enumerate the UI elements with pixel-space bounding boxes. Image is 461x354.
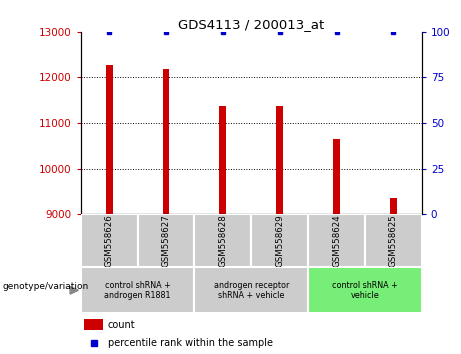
Bar (84, 319, 103, 330)
Text: GSM558624: GSM558624 (332, 214, 341, 267)
Bar (106, 65, 112, 214)
Bar (81, 267, 195, 313)
Text: percentile rank within the sample: percentile rank within the sample (108, 338, 273, 348)
Title: GDS4113 / 200013_at: GDS4113 / 200013_at (178, 18, 325, 31)
Text: GSM558629: GSM558629 (275, 215, 284, 267)
Bar (163, 69, 169, 214)
Bar (81, 214, 137, 267)
Text: control shRNA +
vehicle: control shRNA + vehicle (332, 281, 398, 300)
Bar (308, 267, 422, 313)
Bar (276, 106, 283, 214)
Bar (390, 198, 397, 214)
Text: androgen receptor
shRNA + vehicle: androgen receptor shRNA + vehicle (213, 281, 289, 300)
Bar (195, 214, 251, 267)
Text: count: count (108, 320, 136, 330)
Bar (333, 139, 340, 214)
Bar (308, 214, 365, 267)
Bar (365, 214, 422, 267)
Text: control shRNA +
androgen R1881: control shRNA + androgen R1881 (104, 281, 171, 300)
Text: genotype/variation: genotype/variation (2, 282, 89, 291)
Text: GSM558627: GSM558627 (161, 214, 171, 267)
Bar (195, 267, 308, 313)
Bar (251, 214, 308, 267)
Bar (137, 214, 195, 267)
Text: GSM558628: GSM558628 (219, 214, 227, 267)
Text: GSM558626: GSM558626 (105, 214, 113, 267)
Text: GSM558625: GSM558625 (389, 214, 398, 267)
Bar (219, 106, 226, 214)
